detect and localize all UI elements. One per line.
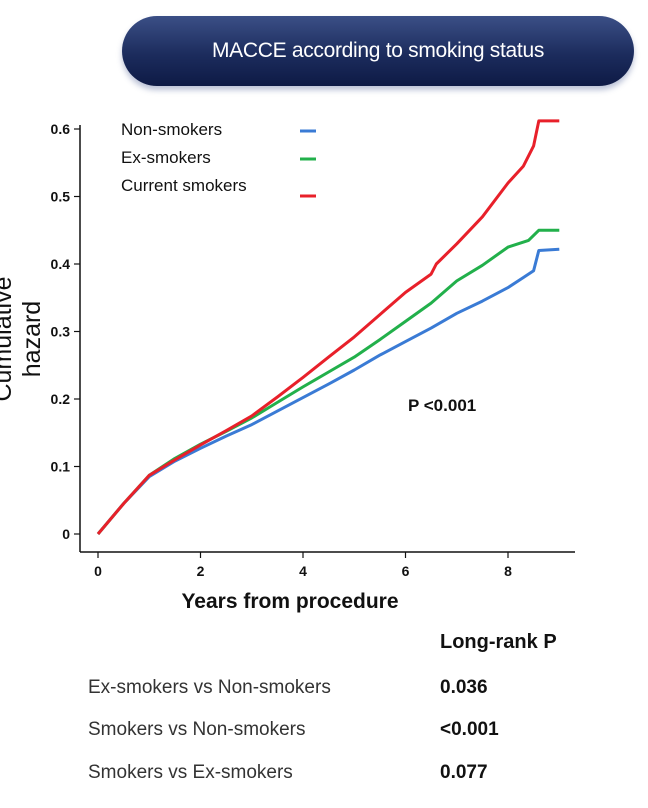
y-tick-label: 0.3 <box>51 324 71 340</box>
series-line-ex-smokers <box>96 228 560 535</box>
stats-row-label: Ex-smokers vs Non-smokers <box>88 677 331 698</box>
stats-row-value: 0.077 <box>440 762 488 783</box>
km-chart: 0 0.1 0.2 0.3 0.4 0.5 0.6 0 2 4 6 8 Non-smokers Ex-sm… <box>51 119 575 579</box>
x-tick-label: 0 <box>94 563 102 579</box>
x-tick-label: 6 <box>402 563 410 579</box>
x-tick-label: 2 <box>197 563 205 579</box>
stats-row-value: <0.001 <box>440 719 499 740</box>
x-axis-label: Years from procedure <box>181 590 399 613</box>
series-line-non-smokers <box>96 247 560 535</box>
series-line-current-smokers <box>96 119 560 535</box>
legend-label: Current smokers <box>121 176 247 195</box>
y-tick-label: 0.2 <box>51 391 71 407</box>
x-tick-label: 8 <box>504 563 512 579</box>
stats-row-label: Smokers vs Ex-smokers <box>88 762 293 783</box>
stats-header: Long-rank P <box>440 631 557 653</box>
y-tick-label: 0.1 <box>51 459 71 475</box>
stats-row-label: Smokers vs Non-smokers <box>88 719 306 740</box>
y-tick-label: 0.5 <box>51 189 71 205</box>
y-tick-label: 0.6 <box>51 121 71 137</box>
y-tick-label: 0 <box>62 526 70 542</box>
stats-row-value: 0.036 <box>440 677 488 698</box>
legend-label: Non-smokers <box>121 120 222 139</box>
title-banner: MACCE according to smoking status <box>122 16 634 86</box>
x-tick-label: 4 <box>299 563 307 579</box>
y-axis-label: Cumulative hazard <box>0 276 46 402</box>
legend-label: Ex-smokers <box>121 148 211 167</box>
y-tick-label: 0.4 <box>51 256 71 272</box>
chart-title: MACCE according to smoking status <box>211 39 545 62</box>
p-value-annotation: P <0.001 <box>408 396 476 415</box>
